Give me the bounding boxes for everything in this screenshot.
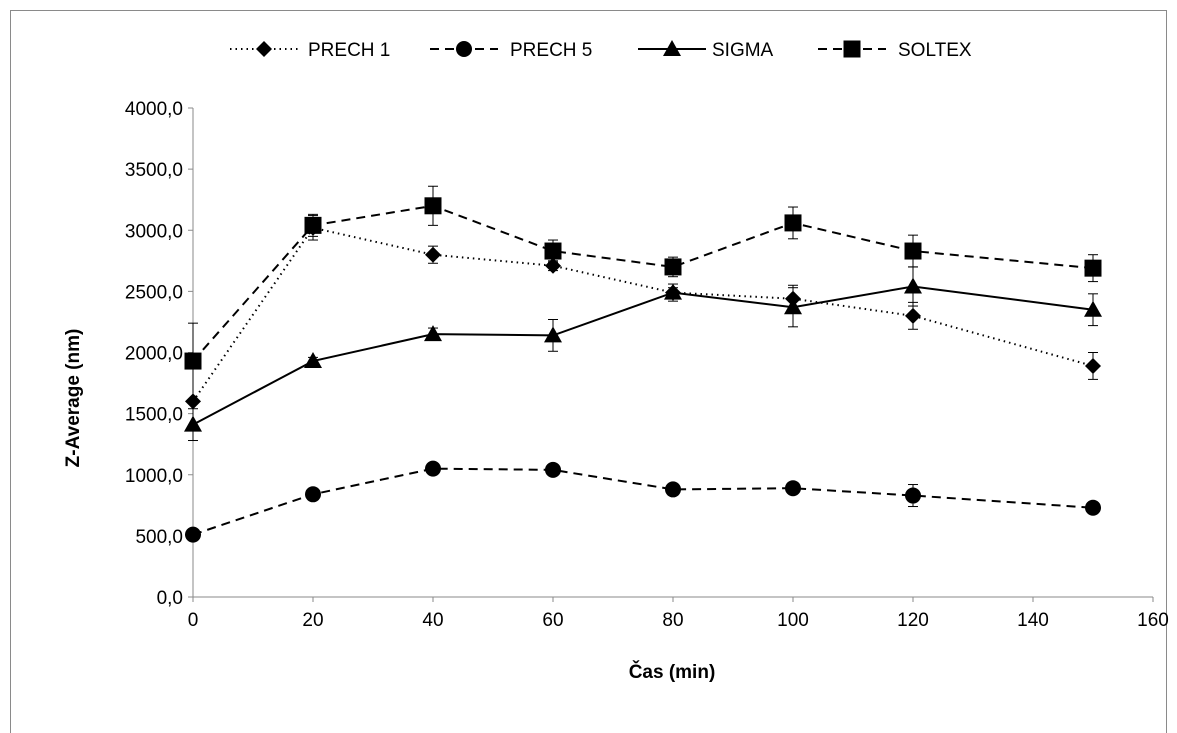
- data-point-prech-5: [305, 486, 321, 503]
- data-point-sigma: [544, 326, 562, 343]
- legend-marker-prech-1: [256, 41, 272, 57]
- legend-label-soltex: SOLTEX: [898, 40, 972, 61]
- data-point-prech-1: [545, 257, 561, 274]
- data-point-prech-5: [545, 461, 561, 478]
- legend-item-prech-1: PRECH 1: [230, 40, 390, 61]
- series-line-sigma: [192, 285, 1094, 426]
- data-point-soltex: [544, 242, 562, 260]
- x-tick-label: 20: [302, 610, 323, 631]
- data-point-soltex: [1084, 259, 1102, 277]
- x-tick-label: 80: [662, 610, 683, 631]
- y-tick-label: 0,0: [157, 588, 183, 609]
- data-point-sigma: [304, 352, 322, 369]
- error-bars: [188, 185, 1098, 512]
- y-tick-label: 4000,0: [125, 99, 183, 120]
- data-point-sigma: [664, 283, 682, 300]
- x-tick-label: 0: [188, 610, 199, 631]
- data-point-soltex: [424, 197, 442, 215]
- legend-marker-prech-5: [456, 41, 472, 57]
- data-point-prech-5: [905, 487, 921, 504]
- y-tick-label: 500,0: [135, 527, 183, 548]
- legend-marker-sigma: [663, 40, 681, 56]
- legend-item-sigma: SIGMA: [638, 40, 774, 61]
- data-point-prech-5: [785, 480, 801, 497]
- data-point-prech-1: [1085, 357, 1101, 374]
- y-axis-title: Z-Average (nm): [63, 329, 84, 468]
- data-point-sigma: [184, 415, 202, 432]
- series-markers: [184, 197, 1102, 543]
- legend-label-sigma: SIGMA: [712, 40, 774, 61]
- data-point-prech-5: [1085, 499, 1101, 516]
- data-point-soltex: [184, 352, 202, 370]
- y-tick-label: 1500,0: [125, 405, 183, 426]
- x-tick-label: 40: [422, 610, 443, 631]
- data-point-prech-5: [425, 460, 441, 477]
- x-tick-label: 100: [777, 610, 809, 631]
- data-point-sigma: [424, 325, 442, 342]
- data-point-prech-1: [905, 307, 921, 324]
- chart-frame: [10, 10, 1167, 733]
- y-tick-label: 3000,0: [125, 221, 183, 242]
- series-line-soltex: [192, 204, 1094, 362]
- data-point-prech-5: [185, 526, 201, 543]
- axes: 0,0 500,0 1000,0 1500,0 2000,0 2500,0 3000,0 35…: [125, 99, 1169, 631]
- data-point-prech-5: [665, 481, 681, 498]
- data-point-sigma: [904, 277, 922, 294]
- x-tick-label: 140: [1017, 610, 1049, 631]
- data-point-prech-1: [425, 246, 441, 263]
- data-point-soltex: [904, 242, 922, 260]
- legend: PRECH 1 PRECH 5 SIGMA SOLTEX: [230, 40, 972, 61]
- y-tick-label: 1000,0: [125, 466, 183, 487]
- series-lines: [192, 204, 1094, 536]
- y-tick-label: 3500,0: [125, 160, 183, 181]
- legend-item-soltex: SOLTEX: [818, 40, 972, 61]
- data-point-soltex: [664, 258, 682, 276]
- data-point-sigma: [1084, 300, 1102, 317]
- data-point-prech-1: [185, 393, 201, 410]
- x-tick-label: 160: [1137, 610, 1169, 631]
- data-point-sigma: [784, 298, 802, 315]
- x-axis-title: Čas (min): [629, 661, 716, 683]
- series-line-prech-1: [192, 226, 1094, 402]
- series-line-prech-5: [192, 467, 1094, 536]
- y-tick-label: 2500,0: [125, 282, 183, 303]
- data-point-soltex: [304, 216, 322, 234]
- legend-label-prech-1: PRECH 1: [308, 40, 390, 61]
- x-tick-label: 120: [897, 610, 929, 631]
- x-tick-label: 60: [542, 610, 563, 631]
- legend-label-prech-5: PRECH 5: [510, 40, 592, 61]
- legend-marker-soltex: [843, 40, 861, 58]
- y-tick-label: 2000,0: [125, 344, 183, 365]
- legend-item-prech-5: PRECH 5: [430, 40, 592, 61]
- data-point-soltex: [784, 214, 802, 232]
